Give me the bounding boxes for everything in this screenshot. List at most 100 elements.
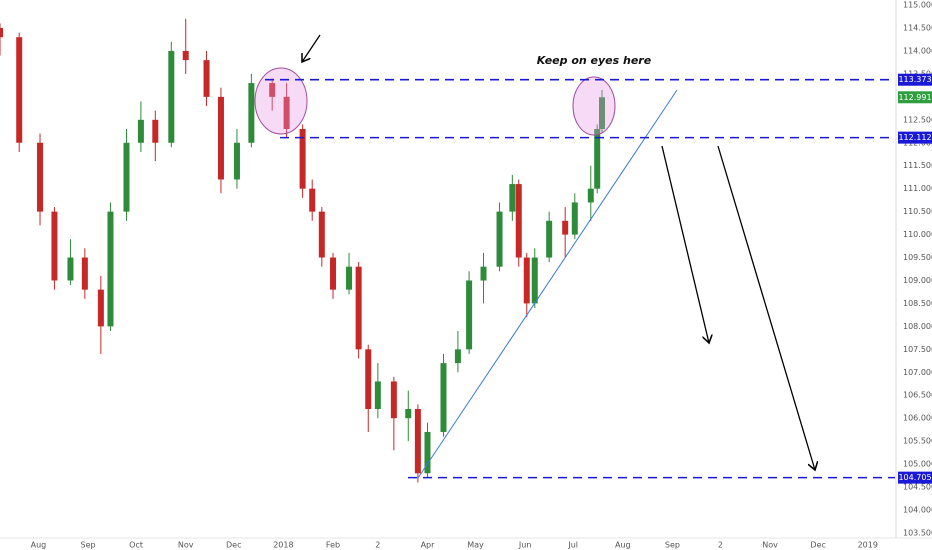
x-tick-label: 2 — [375, 541, 380, 550]
plot — [0, 18, 606, 483]
candle-body — [587, 188, 594, 203]
y-tick-label: 111.000 — [903, 184, 932, 193]
arrow — [302, 34, 321, 62]
y-tick-label: 104.000 — [903, 505, 932, 514]
candle-body — [562, 220, 569, 235]
trend-line — [417, 89, 678, 479]
candle-body — [599, 97, 606, 129]
candle-body — [390, 381, 397, 419]
candle-body — [182, 50, 189, 61]
x-tick-label: Sep — [81, 541, 96, 550]
level-label-box — [898, 131, 932, 144]
highlight-ellipse — [572, 76, 616, 136]
level-label: 112.112 — [898, 133, 931, 142]
candle-body — [152, 119, 159, 143]
candle-body — [546, 220, 553, 258]
candle-body — [496, 211, 503, 267]
candle-body — [37, 142, 44, 212]
x-tick-label: Nov — [762, 541, 778, 550]
x-tick-label: Dec — [226, 541, 241, 550]
candle-body — [594, 128, 601, 189]
x-tick-label: Feb — [326, 541, 340, 550]
y-tick-label: 108.000 — [903, 322, 932, 331]
y-tick-label: 108.500 — [903, 299, 932, 308]
x-tick-label: Dec — [810, 541, 825, 550]
x-tick-label: 2019 — [858, 541, 878, 550]
candle-body — [440, 363, 447, 432]
candle-body — [531, 257, 538, 304]
y-tick-label: 115.000 — [903, 1, 932, 10]
candle-body — [571, 202, 578, 235]
candle-body — [509, 184, 516, 212]
y-tick-label: 110.500 — [903, 207, 932, 216]
candle-body — [365, 349, 372, 410]
candle-body — [269, 83, 276, 97]
y-tick-label: 105.500 — [903, 437, 932, 446]
arrow — [717, 145, 815, 470]
candle-body — [137, 119, 144, 143]
y-tick-label: 106.000 — [903, 414, 932, 423]
candle-body — [466, 280, 473, 350]
candle-body — [346, 266, 353, 290]
x-tick-label: Apr — [421, 541, 436, 550]
arrow — [661, 145, 709, 343]
last-price-label: 112.991 — [898, 93, 931, 102]
candle-body — [168, 50, 175, 143]
highlight-ellipse — [254, 67, 308, 135]
candle-body — [16, 37, 23, 143]
candle-body — [414, 409, 421, 474]
candle-body — [515, 184, 522, 258]
y-tick-label: 105.000 — [903, 460, 932, 469]
candle-body — [374, 381, 381, 410]
candle-body — [283, 96, 290, 129]
y-tick-label: 112.500 — [903, 115, 932, 124]
candle-body — [97, 289, 104, 327]
x-tick-label: 2 — [718, 541, 723, 550]
x-tick-label: Aug — [615, 541, 631, 550]
candle-body — [424, 431, 431, 474]
y-tick-label: 107.000 — [903, 368, 932, 377]
candle-body — [51, 211, 58, 281]
candle-body — [480, 266, 487, 281]
candle-body — [454, 349, 461, 364]
y-tick-label: 110.000 — [903, 230, 932, 239]
last-price-box — [898, 91, 932, 104]
level-label: 104.705 — [898, 473, 931, 482]
candle-body — [330, 257, 337, 290]
level-label-box — [898, 73, 932, 86]
level-label-box — [898, 471, 932, 484]
y-tick-label: 111.500 — [903, 161, 932, 170]
y-tick-label: 109.000 — [903, 276, 932, 285]
candle-body — [0, 28, 3, 38]
candle-body — [81, 257, 88, 290]
candle-body — [523, 257, 530, 304]
y-tick-label: 109.500 — [903, 253, 932, 262]
y-tick-label: 104.500 — [903, 483, 932, 492]
level-label: 113.373 — [898, 75, 931, 84]
x-tick-label: Aug — [31, 541, 47, 550]
x-tick-label: Sep — [665, 541, 680, 550]
candle-body — [309, 188, 316, 212]
x-tick-label: Oct — [129, 541, 143, 550]
annotation: Keep on eyes here — [537, 54, 652, 67]
candle-body — [355, 266, 362, 350]
candle-body — [217, 96, 224, 180]
y-tick-label: 106.500 — [903, 391, 932, 400]
candle-body — [299, 128, 306, 189]
candle-body — [67, 257, 74, 281]
x-tick-label: Jul — [567, 541, 578, 550]
y-tick-label: 103.500 — [903, 528, 932, 537]
candle-body — [203, 60, 210, 97]
y-tick-label: 114.500 — [903, 24, 932, 33]
candle-body — [107, 211, 114, 327]
x-tick-label: Jun — [518, 541, 532, 550]
candle-body — [248, 83, 255, 143]
y-tick-label: 107.500 — [903, 345, 932, 354]
candle-body — [123, 142, 130, 212]
x-tick-label: 2018 — [273, 541, 293, 550]
candle-body — [405, 409, 412, 419]
y-tick-label: 114.000 — [903, 46, 932, 55]
x-tick-label: Nov — [178, 541, 194, 550]
